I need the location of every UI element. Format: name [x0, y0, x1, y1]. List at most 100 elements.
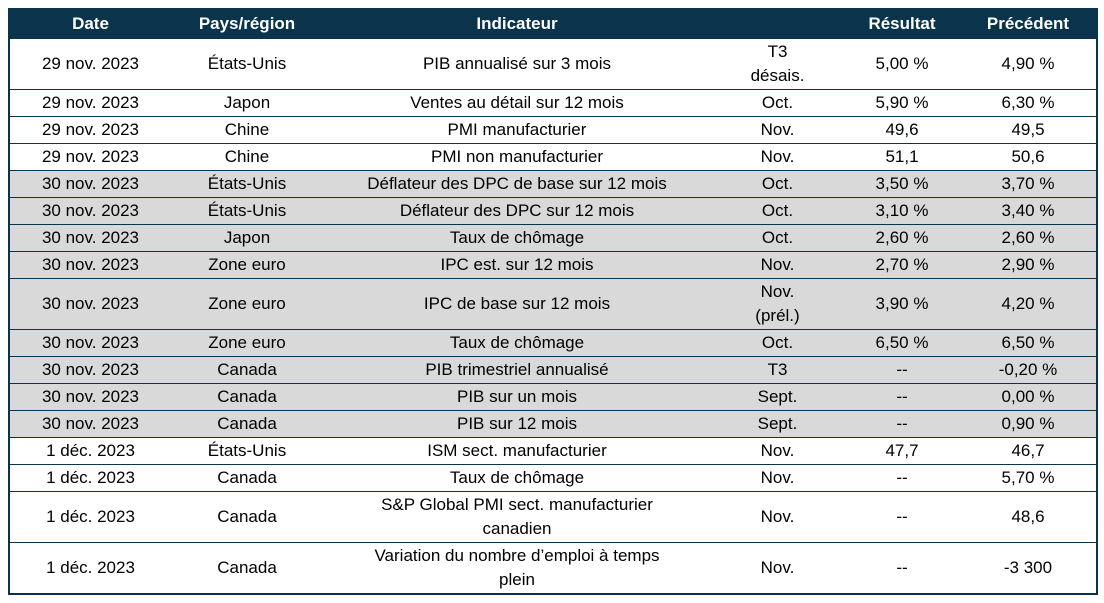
cell-date: 29 nov. 2023: [9, 89, 171, 117]
cell-previous: 2,60 %: [960, 224, 1097, 252]
cell-region: Canada: [171, 542, 323, 594]
cell-region: Japon: [171, 89, 323, 117]
cell-period: T3: [711, 356, 844, 384]
cell-result: 3,90 %: [844, 278, 960, 330]
table-row: 1 déc. 2023 Canada S&P Global PMI sect. ma…: [9, 491, 1097, 543]
cell-period: Oct.: [711, 329, 844, 357]
cell-previous: 48,6: [960, 491, 1097, 543]
cell-date: 1 déc. 2023: [9, 491, 171, 543]
cell-indicator: PMI non manufacturier: [323, 143, 711, 171]
cell-previous: -0,20 %: [960, 356, 1097, 384]
table-row: 30 nov. 2023 Canada PIB trimestriel annual…: [9, 356, 1097, 384]
cell-region: Japon: [171, 224, 323, 252]
cell-result: 5,90 %: [844, 89, 960, 117]
cell-region: États-Unis: [171, 170, 323, 198]
cell-date: 29 nov. 2023: [9, 143, 171, 171]
cell-previous: 2,90 %: [960, 251, 1097, 279]
cell-previous: -3 300: [960, 542, 1097, 594]
cell-period: Nov.: [711, 491, 844, 543]
cell-region: Canada: [171, 383, 323, 411]
cell-period: Nov.: [711, 464, 844, 492]
cell-region: Canada: [171, 356, 323, 384]
cell-period: Nov. (prél.): [711, 278, 844, 330]
cell-period: T3 désais.: [711, 38, 844, 90]
column-header-indicator: Indicateur: [323, 9, 711, 39]
cell-indicator: Déflateur des DPC de base sur 12 mois: [323, 170, 711, 198]
cell-result: 2,70 %: [844, 251, 960, 279]
cell-region: Zone euro: [171, 251, 323, 279]
cell-date: 29 nov. 2023: [9, 38, 171, 90]
cell-result: 5,00 %: [844, 38, 960, 90]
cell-indicator: PIB sur un mois: [323, 383, 711, 411]
cell-region: Zone euro: [171, 278, 323, 330]
table-row: 1 déc. 2023 Canada Variation du nombre d’e…: [9, 542, 1097, 594]
cell-period: Sept.: [711, 383, 844, 411]
cell-date: 30 nov. 2023: [9, 410, 171, 438]
table-row: 30 nov. 2023 Zone euro Taux de chômage Oct.…: [9, 329, 1097, 357]
cell-indicator: IPC de base sur 12 mois: [323, 278, 711, 330]
column-header-result: Résultat: [844, 9, 960, 39]
column-header-previous: Précédent: [960, 9, 1097, 39]
cell-result: 47,7: [844, 437, 960, 465]
cell-previous: 0,90 %: [960, 410, 1097, 438]
cell-period: Oct.: [711, 197, 844, 225]
table-row: 29 nov. 2023 Chine PMI non manufacturier No…: [9, 143, 1097, 171]
cell-date: 1 déc. 2023: [9, 542, 171, 594]
table-row: 29 nov. 2023 Japon Ventes au détail sur 12…: [9, 89, 1097, 117]
cell-region: États-Unis: [171, 437, 323, 465]
cell-indicator: Taux de chômage: [323, 464, 711, 492]
table-row: 1 déc. 2023 États-Unis ISM sect. manufactu…: [9, 437, 1097, 465]
cell-result: 49,6: [844, 116, 960, 144]
cell-period: Nov.: [711, 143, 844, 171]
cell-previous: 5,70 %: [960, 464, 1097, 492]
cell-date: 30 nov. 2023: [9, 170, 171, 198]
cell-indicator: Ventes au détail sur 12 mois: [323, 89, 711, 117]
cell-date: 30 nov. 2023: [9, 224, 171, 252]
cell-result: 3,50 %: [844, 170, 960, 198]
cell-previous: 50,6: [960, 143, 1097, 171]
cell-result: --: [844, 464, 960, 492]
cell-indicator: Déflateur des DPC sur 12 mois: [323, 197, 711, 225]
cell-previous: 4,90 %: [960, 38, 1097, 90]
cell-indicator: S&P Global PMI sect. manufacturier canad…: [323, 491, 711, 543]
cell-result: --: [844, 356, 960, 384]
table-body: 29 nov. 2023 États-Unis PIB annualisé sur …: [9, 38, 1097, 594]
table-row: 30 nov. 2023 Japon Taux de chômage Oct. 2,60…: [9, 224, 1097, 252]
cell-result: 6,50 %: [844, 329, 960, 357]
cell-result: 2,60 %: [844, 224, 960, 252]
cell-previous: 46,7: [960, 437, 1097, 465]
cell-result: --: [844, 542, 960, 594]
cell-previous: 3,40 %: [960, 197, 1097, 225]
table-row: 29 nov. 2023 États-Unis PIB annualisé sur …: [9, 38, 1097, 90]
cell-region: Chine: [171, 143, 323, 171]
table-row: 30 nov. 2023 Canada PIB sur 12 mois Sept. --…: [9, 410, 1097, 438]
cell-region: Chine: [171, 116, 323, 144]
cell-previous: 49,5: [960, 116, 1097, 144]
table-row: 1 déc. 2023 Canada Taux de chômage Nov. -- 5,…: [9, 464, 1097, 492]
cell-region: Canada: [171, 410, 323, 438]
cell-period: Nov.: [711, 542, 844, 594]
cell-date: 30 nov. 2023: [9, 329, 171, 357]
column-header-period: [711, 9, 844, 39]
table-row: 30 nov. 2023 Canada PIB sur un mois Sept. --…: [9, 383, 1097, 411]
cell-indicator: PIB trimestriel annualisé: [323, 356, 711, 384]
cell-date: 30 nov. 2023: [9, 278, 171, 330]
cell-period: Oct.: [711, 89, 844, 117]
table-row: 30 nov. 2023 États-Unis Déflateur des DPC …: [9, 170, 1097, 198]
column-header-date: Date: [9, 9, 171, 39]
cell-date: 30 nov. 2023: [9, 356, 171, 384]
cell-result: --: [844, 383, 960, 411]
cell-result: --: [844, 410, 960, 438]
cell-indicator: Variation du nombre d’emploi à temps ple…: [323, 542, 711, 594]
cell-previous: 6,50 %: [960, 329, 1097, 357]
table-row: 30 nov. 2023 États-Unis Déflateur des DPC …: [9, 197, 1097, 225]
cell-indicator: Taux de chômage: [323, 224, 711, 252]
cell-period: Oct.: [711, 224, 844, 252]
cell-indicator: IPC est. sur 12 mois: [323, 251, 711, 279]
cell-indicator: Taux de chômage: [323, 329, 711, 357]
cell-indicator: ISM sect. manufacturier: [323, 437, 711, 465]
cell-result: 3,10 %: [844, 197, 960, 225]
table-row: 30 nov. 2023 Zone euro IPC de base sur 12 …: [9, 278, 1097, 330]
table-row: 29 nov. 2023 Chine PMI manufacturier Nov. 49…: [9, 116, 1097, 144]
